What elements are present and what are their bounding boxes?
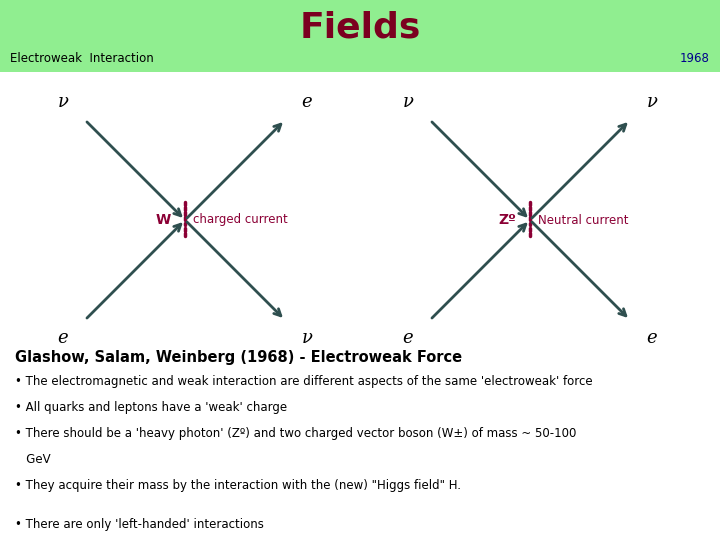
- Text: Glashow, Salam, Weinberg (1968) - Electroweak Force: Glashow, Salam, Weinberg (1968) - Electr…: [15, 350, 462, 365]
- Text: e: e: [402, 329, 413, 347]
- Text: Electroweak  Interaction: Electroweak Interaction: [10, 51, 154, 64]
- Text: charged current: charged current: [193, 213, 288, 226]
- Bar: [0, 0, 720, 72]
- Text: ν: ν: [647, 93, 657, 111]
- Text: • The electromagnetic and weak interaction are different aspects of the same 'el: • The electromagnetic and weak interacti…: [15, 375, 593, 388]
- Text: GeV: GeV: [15, 453, 50, 466]
- Text: e: e: [58, 329, 68, 347]
- Text: • All quarks and leptons have a 'weak' charge: • All quarks and leptons have a 'weak' c…: [15, 401, 287, 414]
- Text: 1968: 1968: [680, 51, 710, 64]
- Text: e: e: [302, 93, 312, 111]
- Text: W: W: [156, 213, 171, 227]
- Text: Zº: Zº: [498, 213, 516, 227]
- Text: Neutral current: Neutral current: [538, 213, 629, 226]
- Text: • There should be a 'heavy photon' (Zº) and two charged vector boson (W±) of mas: • There should be a 'heavy photon' (Zº) …: [15, 427, 577, 440]
- Text: • They acquire their mass by the interaction with the (new) "Higgs field" H.: • They acquire their mass by the interac…: [15, 479, 461, 492]
- Text: ν: ν: [58, 93, 68, 111]
- Text: e: e: [647, 329, 657, 347]
- Text: • There are only 'left-handed' interactions: • There are only 'left-handed' interacti…: [15, 518, 264, 531]
- Text: ν: ν: [302, 329, 312, 347]
- Text: ν: ν: [402, 93, 413, 111]
- Text: Fields: Fields: [300, 11, 420, 45]
